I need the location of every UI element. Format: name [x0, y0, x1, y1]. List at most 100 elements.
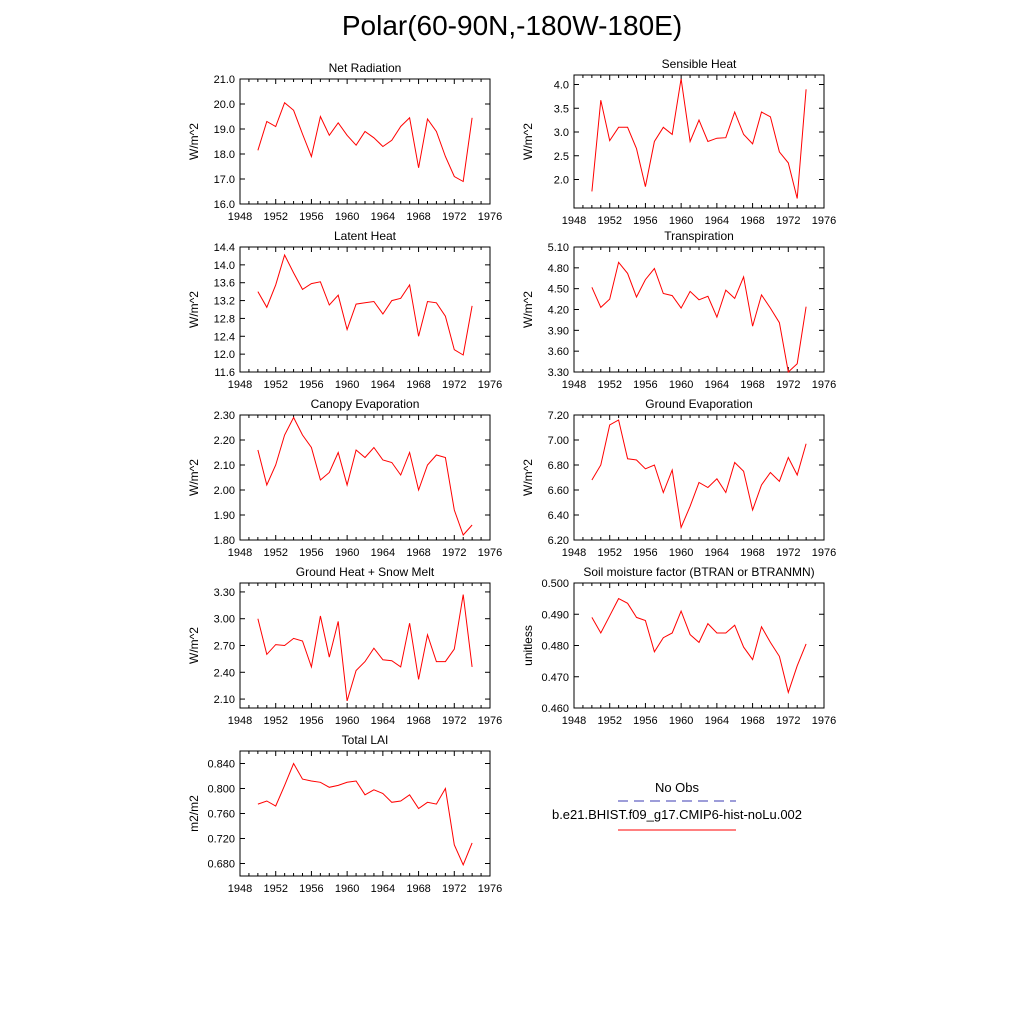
- x-tick-label: 1948: [228, 883, 252, 895]
- x-tick-label: 1976: [478, 547, 502, 559]
- x-tick-label: 1972: [442, 379, 466, 391]
- x-tick-label: 1964: [705, 379, 729, 391]
- y-tick-label: 6.20: [548, 535, 569, 547]
- x-tick-label: 1976: [812, 547, 836, 559]
- y-tick-label: 4.0: [554, 80, 569, 92]
- x-tick-label: 1960: [335, 211, 359, 223]
- chart-title: Transpiration: [664, 229, 734, 243]
- y-tick-label: 2.00: [214, 485, 235, 497]
- y-axis-label: W/m^2: [521, 459, 535, 496]
- y-tick-label: 14.4: [214, 242, 235, 254]
- y-tick-label: 4.80: [548, 263, 569, 275]
- x-tick-label: 1948: [562, 547, 586, 559]
- y-tick-label: 19.0: [214, 124, 235, 136]
- x-tick-label: 1968: [740, 379, 764, 391]
- y-tick-label: 3.90: [548, 325, 569, 337]
- x-tick-label: 1960: [669, 379, 693, 391]
- x-tick-label: 1968: [740, 547, 764, 559]
- chart-sensible-heat: 1948 1952 1956 1960 1964 1968 1972 1976 2.0 2.5 3.…: [521, 57, 836, 227]
- plot-frame: [573, 246, 825, 373]
- plot-frame: [573, 414, 825, 541]
- chart-title: Latent Heat: [334, 229, 397, 243]
- x-tick-label: 1960: [335, 379, 359, 391]
- x-tick-label: 1968: [406, 211, 430, 223]
- y-tick-label: 2.20: [214, 435, 235, 447]
- x-tick-label: 1956: [633, 215, 657, 227]
- series-line: [257, 416, 473, 536]
- y-tick-label: 2.5: [554, 151, 569, 163]
- y-tick-label: 12.8: [214, 313, 235, 325]
- x-tick-label: 1964: [371, 547, 395, 559]
- x-tick-label: 1976: [812, 215, 836, 227]
- y-tick-label: 6.80: [548, 460, 569, 472]
- x-tick-label: 1948: [562, 715, 586, 727]
- y-tick-label: 0.470: [541, 672, 569, 684]
- y-tick-label: 12.0: [214, 349, 235, 361]
- x-tick-label: 1972: [442, 211, 466, 223]
- y-tick-label: 0.460: [541, 703, 569, 715]
- y-tick-label: 4.50: [548, 284, 569, 296]
- y-tick-label: 4.20: [548, 305, 569, 317]
- x-tick-label: 1956: [299, 547, 323, 559]
- y-tick-label: 1.80: [214, 535, 235, 547]
- page-title: Polar(60-90N,-180W-180E): [341, 10, 683, 41]
- chart-total-lai: 1948 1952 1956 1960 1964 1968 1972 1976 0.680 0.7…: [187, 733, 502, 895]
- x-tick-label: 1960: [335, 883, 359, 895]
- x-tick-label: 1952: [263, 211, 287, 223]
- x-tick-label: 1952: [263, 547, 287, 559]
- y-tick-label: 3.0: [554, 127, 569, 139]
- x-tick-label: 1972: [776, 547, 800, 559]
- x-tick-label: 1968: [740, 215, 764, 227]
- series-line: [591, 261, 807, 373]
- x-tick-label: 1964: [705, 215, 729, 227]
- chart-title: Ground Heat + Snow Melt: [296, 565, 435, 579]
- y-tick-label: 18.0: [214, 149, 235, 161]
- y-tick-label: 3.5: [554, 103, 569, 115]
- series-line: [257, 594, 473, 702]
- y-tick-label: 3.60: [548, 346, 569, 358]
- x-tick-label: 1976: [812, 379, 836, 391]
- x-tick-label: 1968: [406, 883, 430, 895]
- y-tick-label: 7.20: [548, 410, 569, 422]
- plot-frame: [573, 582, 825, 709]
- plot-frame: [239, 246, 491, 373]
- chart-latent-heat: 1948 1952 1956 1960 1964 1968 1972 1976 11.6 12.0…: [187, 229, 502, 391]
- x-tick-label: 1948: [228, 379, 252, 391]
- plot-frame: [239, 78, 491, 205]
- x-tick-label: 1968: [406, 715, 430, 727]
- x-tick-label: 1948: [562, 379, 586, 391]
- y-tick-label: 2.10: [214, 460, 235, 472]
- y-axis-label: W/m^2: [521, 123, 535, 160]
- x-tick-label: 1948: [228, 715, 252, 727]
- x-tick-label: 1964: [371, 715, 395, 727]
- y-tick-label: 2.70: [214, 641, 235, 653]
- chart-soil-moisture-factor-btran-or-btranmn: 1948 1952 1956 1960 1964 1968 1972 1976 0.460 0.4…: [521, 565, 836, 727]
- x-tick-label: 1960: [669, 715, 693, 727]
- y-axis-label: W/m^2: [187, 123, 201, 160]
- plot-frame: [573, 74, 825, 209]
- x-tick-label: 1960: [335, 715, 359, 727]
- y-tick-label: 11.6: [214, 367, 235, 379]
- y-tick-label: 14.0: [214, 260, 235, 272]
- x-tick-label: 1976: [812, 715, 836, 727]
- y-tick-label: 0.840: [207, 759, 235, 771]
- x-tick-label: 1948: [228, 211, 252, 223]
- y-tick-label: 12.4: [214, 331, 235, 343]
- x-tick-label: 1956: [633, 715, 657, 727]
- x-tick-label: 1956: [633, 547, 657, 559]
- y-tick-label: 2.10: [214, 694, 235, 706]
- y-tick-label: 0.680: [207, 859, 235, 871]
- x-tick-label: 1964: [371, 379, 395, 391]
- x-tick-label: 1960: [669, 215, 693, 227]
- y-axis-label: unitless: [521, 625, 535, 666]
- x-tick-label: 1964: [705, 715, 729, 727]
- chart-net-radiation: 1948 1952 1956 1960 1964 1968 1972 1976 16.0 17.0…: [187, 61, 502, 223]
- x-tick-label: 1956: [299, 211, 323, 223]
- y-tick-label: 0.480: [541, 641, 569, 653]
- x-tick-label: 1952: [263, 715, 287, 727]
- chart-transpiration: 1948 1952 1956 1960 1964 1968 1972 1976 3.30 3.60…: [521, 229, 836, 391]
- y-axis-label: W/m^2: [521, 291, 535, 328]
- x-tick-label: 1976: [478, 379, 502, 391]
- chart-title: Total LAI: [342, 733, 389, 747]
